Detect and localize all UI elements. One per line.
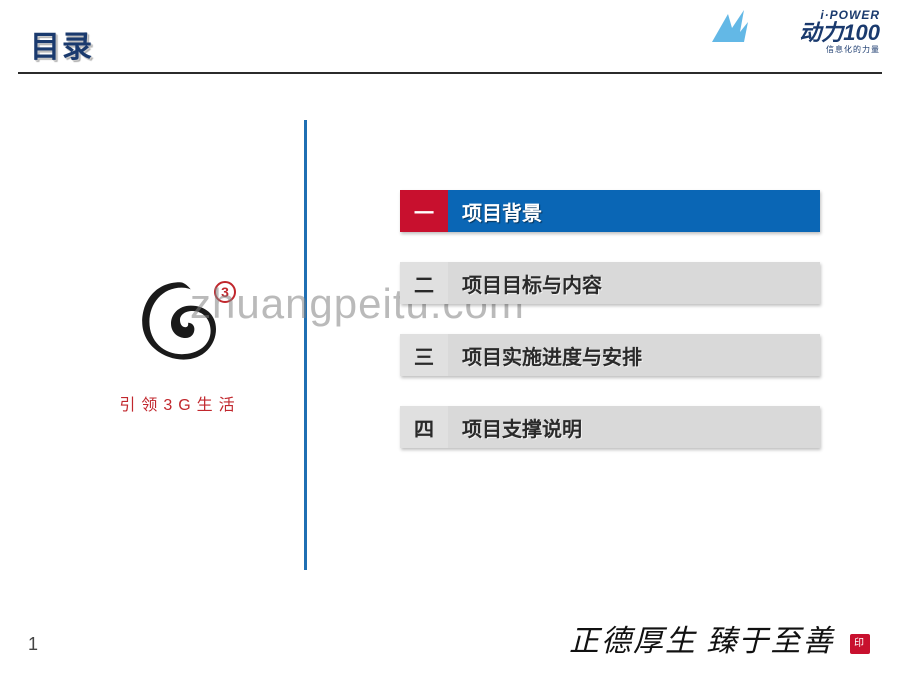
seal-icon: 印 bbox=[850, 634, 870, 654]
toc-list: 一 项目背景 二 项目目标与内容 三 项目实施进度与安排 四 项目支撑说明 bbox=[400, 190, 820, 478]
brand-mid-text: 动力100 bbox=[799, 22, 880, 44]
toc-item-2: 二 项目目标与内容 bbox=[400, 262, 820, 304]
calligraphy-text: 正德厚生 臻于至善 bbox=[569, 625, 835, 658]
footer-calligraphy: 正德厚生 臻于至善 印 bbox=[569, 616, 870, 660]
toc-num: 三 bbox=[400, 334, 448, 376]
toc-item-4: 四 项目支撑说明 bbox=[400, 406, 820, 448]
brand-block: i·POWER 动力100 信息化的力量 bbox=[799, 8, 880, 55]
vertical-divider bbox=[304, 120, 307, 570]
g3-caption: 引领3G生活 bbox=[100, 391, 260, 415]
g3-logo-block: 3 引领3G生活 bbox=[100, 275, 260, 415]
page-number: 1 bbox=[28, 634, 38, 655]
page-title: 目录 bbox=[30, 22, 94, 66]
toc-label: 项目支撑说明 bbox=[448, 406, 820, 448]
header: 目录 i·POWER 动力100 信息化的力量 bbox=[0, 0, 900, 80]
g3-swirl-icon bbox=[135, 275, 225, 365]
toc-num: 二 bbox=[400, 262, 448, 304]
brand-sub-text: 信息化的力量 bbox=[799, 44, 880, 55]
toc-num: 四 bbox=[400, 406, 448, 448]
toc-label: 项目实施进度与安排 bbox=[448, 334, 820, 376]
toc-item-1: 一 项目背景 bbox=[400, 190, 820, 232]
header-divider bbox=[18, 72, 882, 74]
toc-item-3: 三 项目实施进度与安排 bbox=[400, 334, 820, 376]
g3-superscript-icon: 3 bbox=[214, 281, 236, 303]
toc-label: 项目背景 bbox=[448, 190, 820, 232]
toc-num: 一 bbox=[400, 190, 448, 232]
wing-icon bbox=[710, 8, 750, 44]
toc-label: 项目目标与内容 bbox=[448, 262, 820, 304]
